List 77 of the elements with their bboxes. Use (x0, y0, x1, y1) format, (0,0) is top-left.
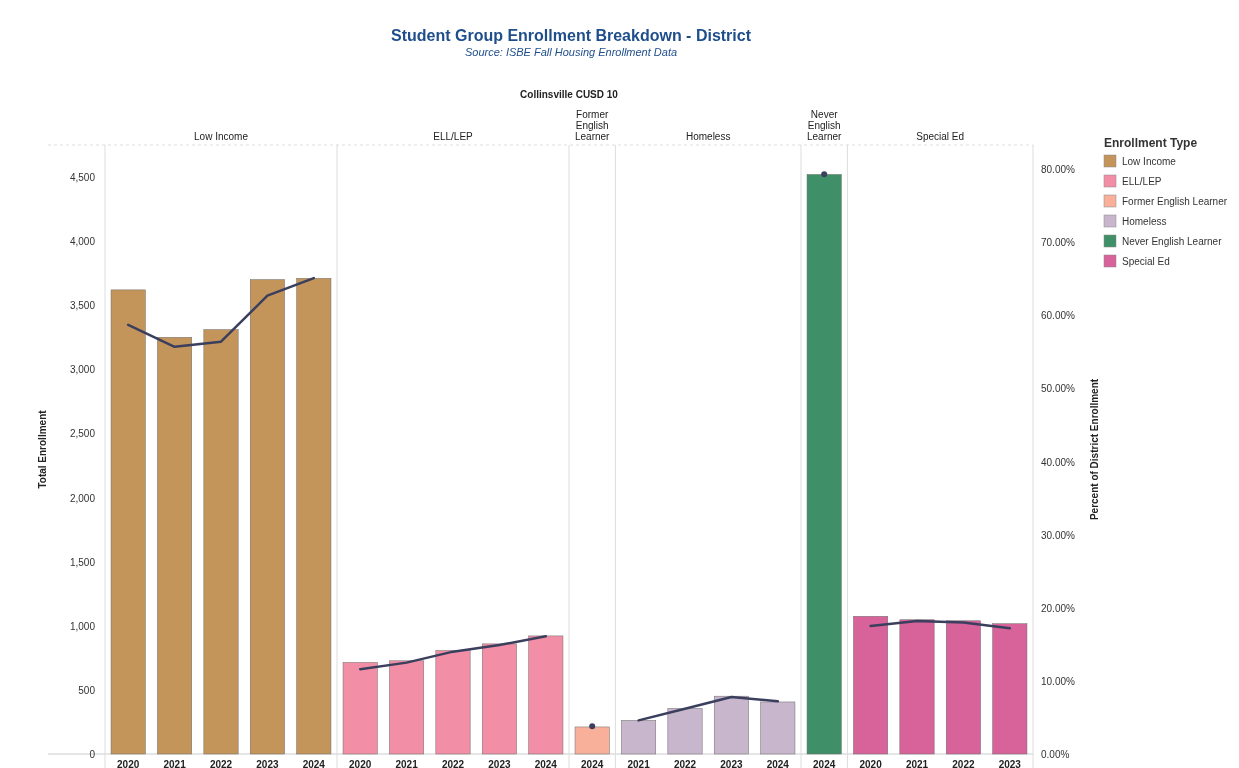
bar (574, 726, 610, 755)
bar (806, 174, 842, 755)
bar (713, 695, 749, 755)
x-tick-label: 2022 (952, 759, 975, 768)
bar (528, 635, 564, 755)
x-tick-label: 2023 (256, 759, 279, 768)
x-tick-label: 2024 (302, 759, 326, 768)
y2-tick-label: 60.00% (1041, 310, 1076, 322)
y-tick-label: 4,000 (69, 236, 96, 248)
bar (899, 619, 935, 755)
x-tick-label: 2020 (859, 759, 883, 768)
bar (853, 616, 889, 755)
y-tick-label: 1,500 (69, 556, 96, 568)
x-tick-label: 2020 (349, 759, 372, 768)
text: ELL/LEP (433, 131, 473, 142)
legend-title: Enrollment Type (1104, 136, 1198, 150)
x-tick-label: 2021 (627, 759, 651, 768)
bar (389, 660, 425, 755)
bar (203, 329, 239, 755)
bar (296, 278, 332, 755)
text: Collinsville CUSD 10 (520, 89, 619, 100)
x-tick-label: 2023 (998, 759, 1022, 768)
bar (435, 650, 471, 755)
bar (667, 708, 703, 755)
x-tick-label: 2023 (488, 759, 511, 768)
bar (992, 623, 1028, 755)
y2-tick-label: 70.00% (1041, 237, 1076, 249)
x-tick-label: 2021 (395, 759, 419, 768)
x-tick-label: 2023 (720, 759, 743, 768)
x-tick-label: 2022 (209, 759, 233, 768)
x-tick-label: 2024 (534, 759, 558, 768)
y2-tick-label: 20.00% (1041, 602, 1076, 614)
y2-tick-label: 80.00% (1041, 164, 1076, 176)
y-tick-label: 500 (78, 684, 96, 696)
y2-tick-label: 50.00% (1041, 383, 1076, 395)
y-tick-label: 3,000 (69, 364, 96, 376)
text: Former English Learner (574, 109, 610, 142)
y2-axis-title: Percent of District Enrollment (1089, 378, 1100, 521)
bar (481, 643, 517, 755)
bar (110, 289, 146, 755)
y2-tick-label: 10.00% (1041, 675, 1076, 687)
legend-label: Low Income (1122, 156, 1177, 167)
bar (249, 279, 285, 755)
text: Homeless (685, 131, 731, 142)
legend-label: ELL/LEP (1122, 176, 1162, 187)
y-tick-label: 1,000 (69, 620, 96, 632)
chart-title: Student Group Enrollment Breakdown - District (390, 27, 752, 44)
legend-label: Homeless (1122, 216, 1167, 227)
x-tick-label: 2022 (673, 759, 697, 768)
legend-label: Special Ed (1122, 256, 1170, 267)
bar (760, 701, 796, 755)
y2-tick-label: 0.00% (1041, 749, 1070, 760)
chart-subtitle: Source: ISBE Fall Housing Enrollment Data (464, 46, 678, 58)
text: Never English Learner (806, 109, 842, 142)
y2-tick-label: 30.00% (1041, 529, 1076, 541)
legend-label: Former English Learner (1122, 196, 1228, 207)
bar (157, 337, 193, 755)
x-tick-label: 2021 (905, 759, 929, 768)
x-tick-label: 2024 (766, 759, 790, 768)
y-axis-title: Total Enrollment (37, 409, 48, 489)
x-tick-label: 2022 (441, 759, 465, 768)
y-tick-label: 3,500 (69, 300, 96, 312)
legend-label: Never English Learner (1122, 236, 1223, 247)
x-tick-label: 2020 (117, 759, 140, 768)
y-tick-label: 2,000 (69, 492, 96, 504)
bar (945, 620, 981, 755)
x-tick-label: 2024 (813, 759, 836, 768)
y-tick-label: 0 (89, 749, 96, 760)
y-tick-label: 2,500 (69, 428, 96, 440)
x-tick-label: 2021 (163, 759, 187, 768)
bar (342, 662, 378, 755)
y2-tick-label: 40.00% (1041, 456, 1076, 468)
x-tick-label: 2024 (581, 759, 604, 768)
y-tick-label: 4,500 (69, 172, 96, 184)
text: Low Income (194, 131, 248, 142)
bar (621, 720, 657, 755)
text: Special Ed (916, 131, 965, 142)
